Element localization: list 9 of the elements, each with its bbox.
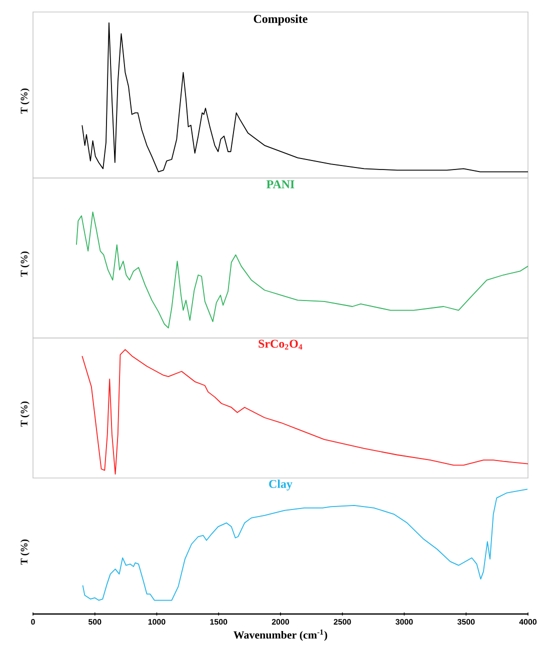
chart-title: SrCo$_{2}$O$_{4}$	[258, 340, 302, 350]
y-axis-title: T (%)	[20, 402, 30, 427]
chart-title: PANI	[266, 180, 294, 188]
y-axis-title: T (%)	[20, 88, 30, 114]
y-axis-title: T (%)	[20, 252, 30, 277]
x-axis-title: Wavenumber (cm$^{-1}$)	[233, 630, 328, 641]
y-axis-title: T (%)	[20, 540, 30, 565]
chart-title: Clay	[269, 480, 292, 490]
chart-title: Composite	[254, 14, 308, 26]
